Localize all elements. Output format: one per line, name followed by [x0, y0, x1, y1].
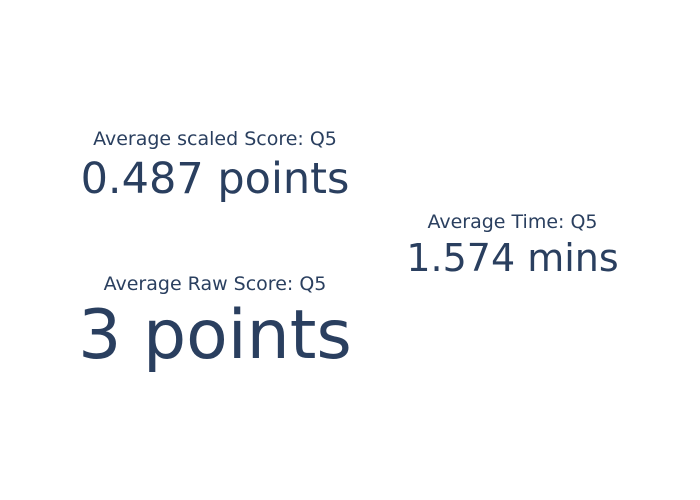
indicator-average-time: Average Time: Q5 1.574 mins	[385, 211, 640, 277]
indicator-title: Average scaled Score: Q5	[93, 128, 337, 150]
indicator-value: 1.574 mins	[385, 239, 640, 277]
indicator-title: Average Time: Q5	[427, 211, 598, 233]
indicator-average-raw-score: Average Raw Score: Q5 3 points	[60, 273, 370, 370]
value-number: 1.574	[406, 236, 516, 280]
indicator-title: Average Raw Score: Q5	[103, 273, 327, 295]
indicator-average-scaled-score: Average scaled Score: Q5 0.487 points	[60, 128, 370, 201]
value-suffix: mins	[515, 236, 619, 280]
indicator-value: 0.487 points	[60, 158, 370, 201]
indicator-value: 3 points	[60, 302, 370, 370]
value-number: 3	[78, 296, 122, 375]
value-suffix: points	[121, 296, 352, 375]
value-suffix: points	[203, 154, 350, 204]
value-number: 0.487	[80, 154, 204, 204]
